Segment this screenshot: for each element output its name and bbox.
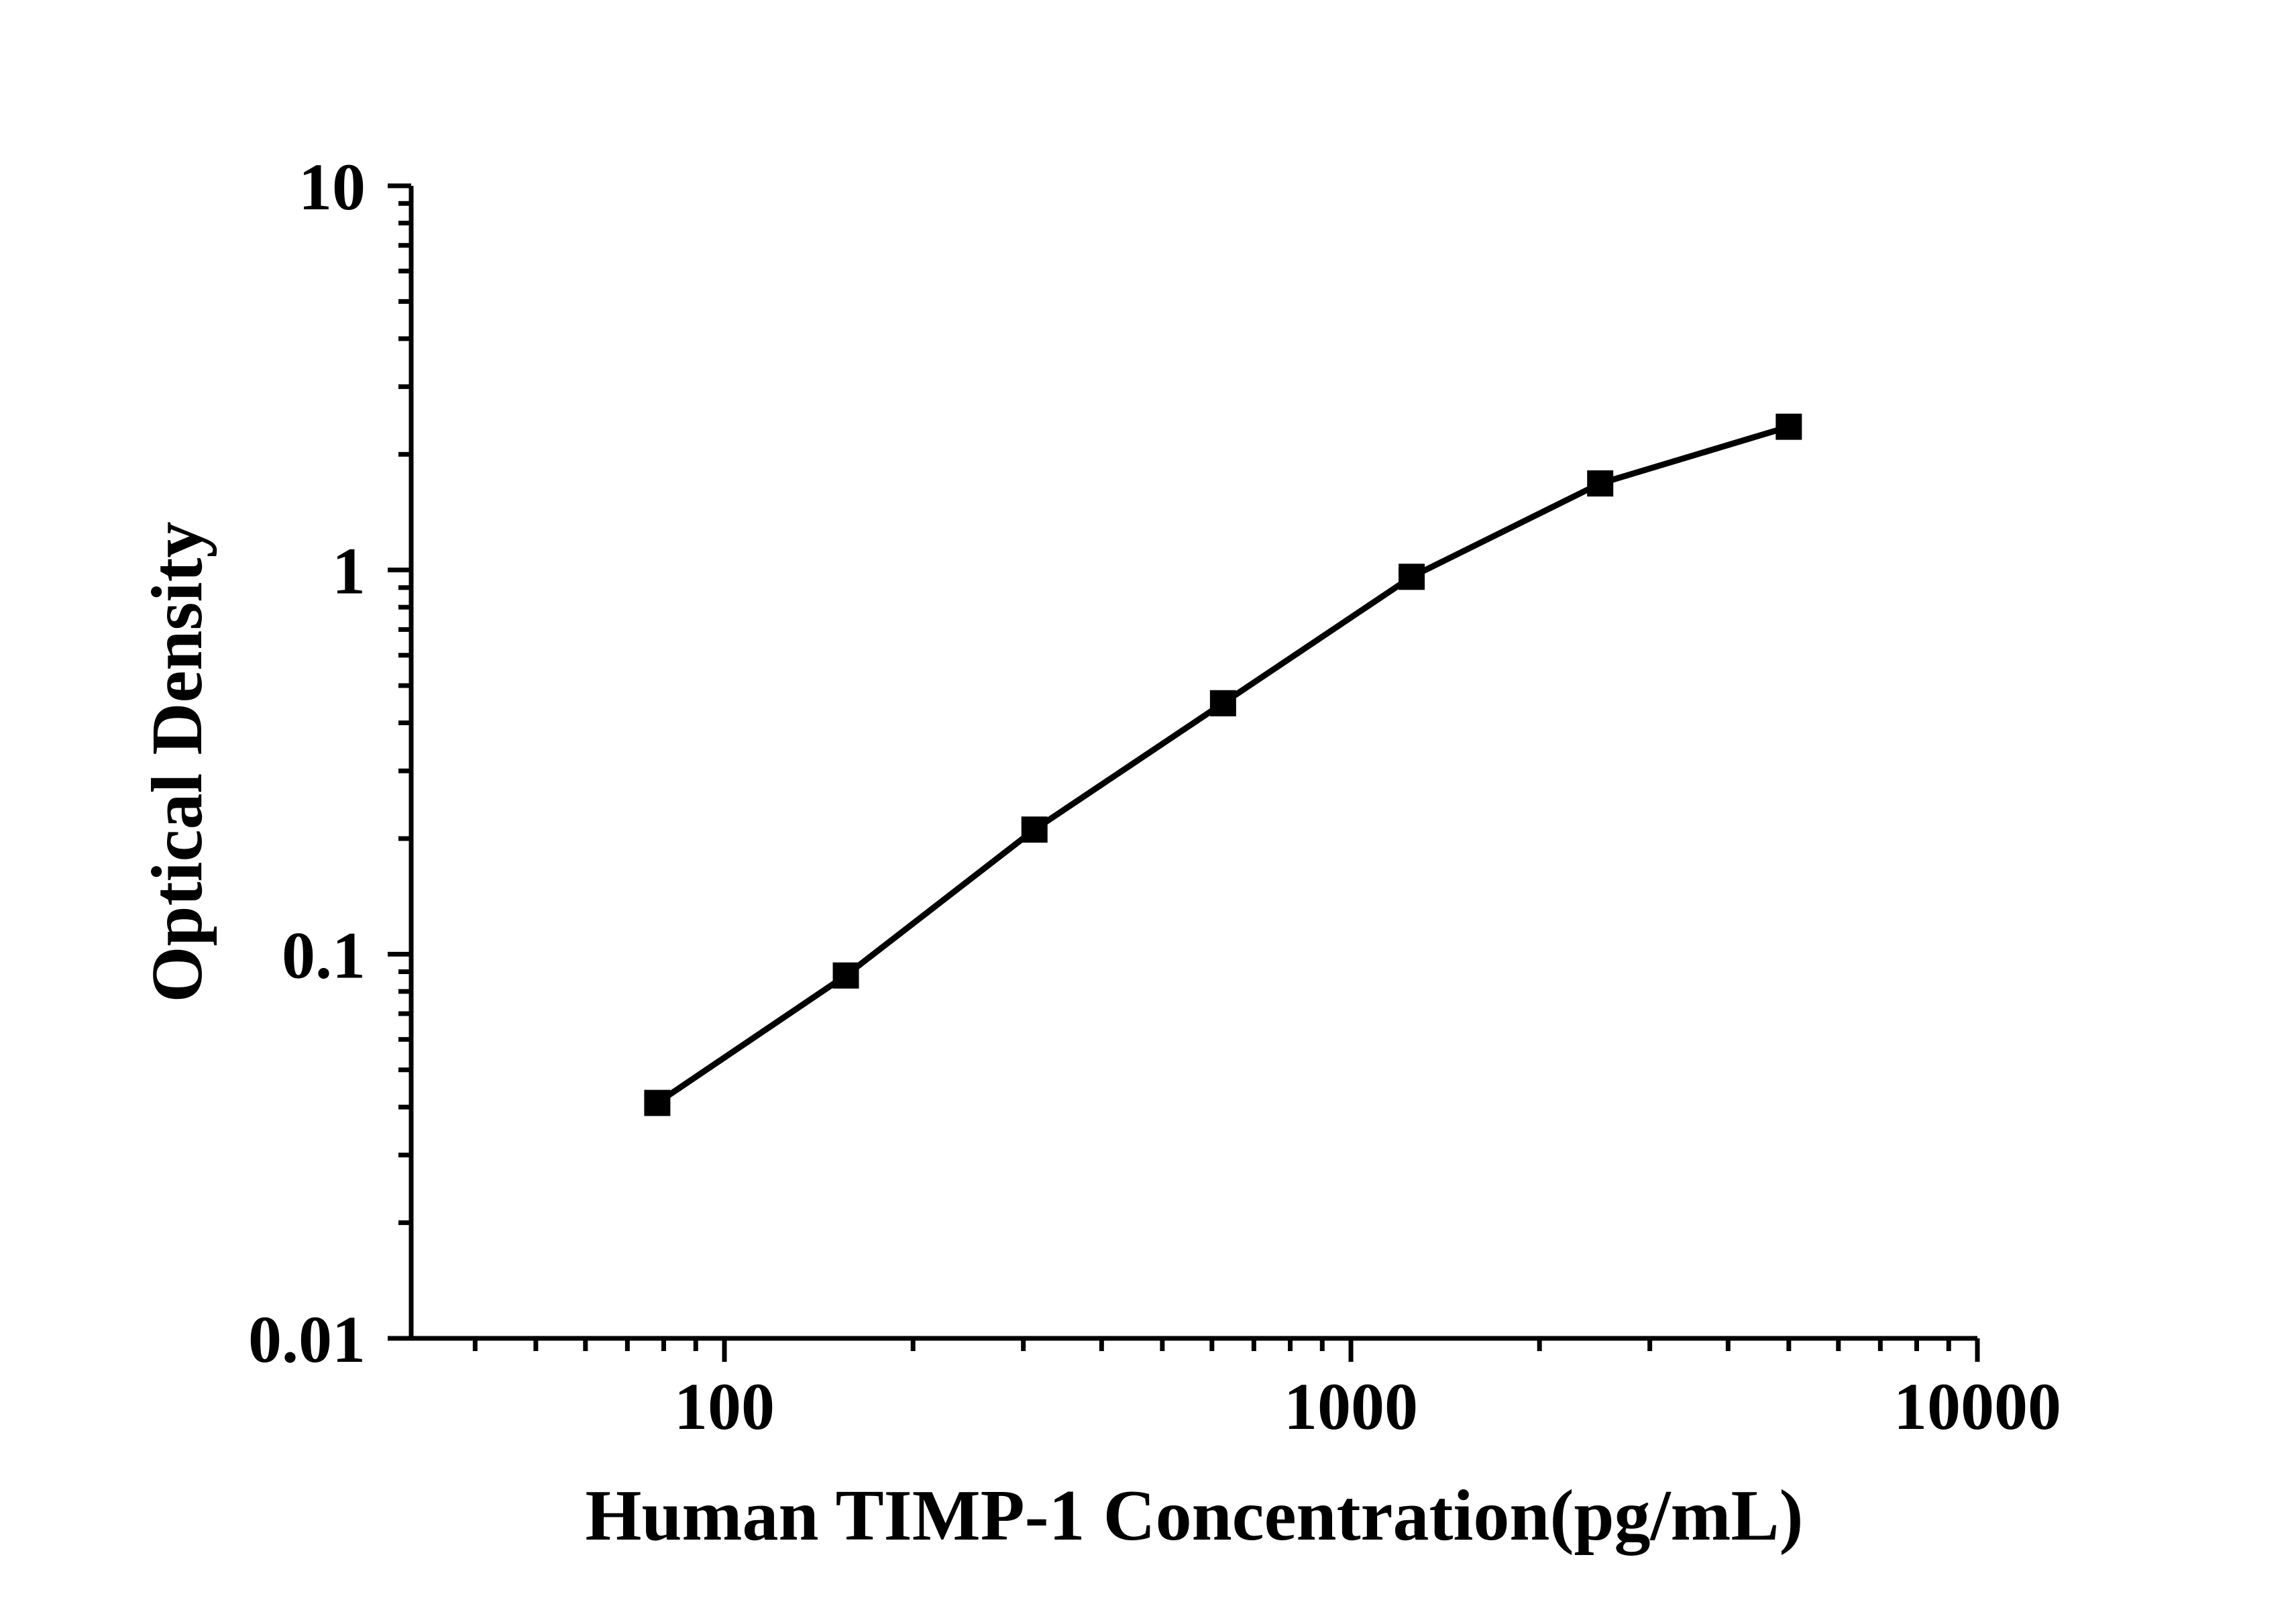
- data-point-marker-2500: [1587, 470, 1614, 497]
- y-tick-label-1: 1: [332, 534, 366, 608]
- data-point-marker-625: [1209, 690, 1236, 716]
- y-axis-title: Optical Density: [138, 522, 217, 1003]
- y-tick-label-0.01: 0.01: [248, 1302, 366, 1377]
- x-tick-label-10000: 10000: [1894, 1369, 2061, 1444]
- data-point-marker-1250: [1399, 564, 1425, 590]
- axis-spines: [408, 186, 1977, 1341]
- data-point-marker-156.25: [832, 962, 859, 989]
- data-point-marker-312.5: [1021, 816, 1048, 843]
- y-axis: 10 1 0.1 0.01: [248, 150, 411, 1377]
- x-tick-label-100: 100: [674, 1369, 775, 1444]
- data-point-markers: [644, 413, 1802, 1116]
- x-axis: 100 1000 10000: [472, 1338, 2061, 1444]
- y-tick-label-10: 10: [298, 150, 366, 224]
- standard-curve-line: [655, 423, 1790, 1106]
- x-tick-label-1000: 1000: [1284, 1369, 1418, 1444]
- data-point-marker-78.125: [644, 1089, 671, 1116]
- x-axis-title: Human TIMP-1 Concentration(pg/mL): [585, 1476, 1803, 1556]
- data-point-marker-5000: [1775, 413, 1802, 440]
- y-tick-label-0.1: 0.1: [282, 918, 366, 992]
